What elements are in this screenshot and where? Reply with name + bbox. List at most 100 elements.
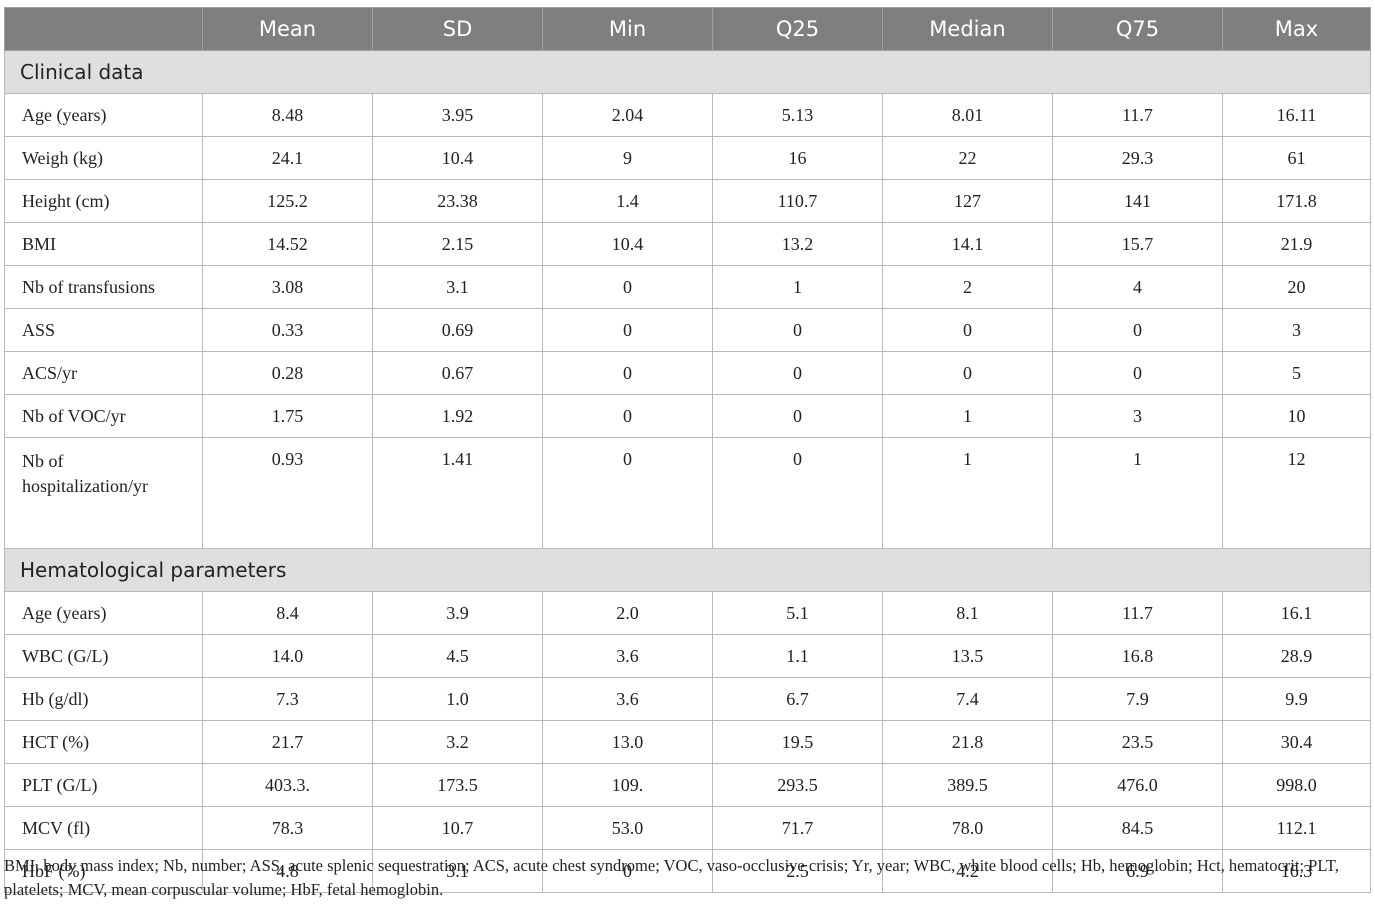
table-cell: 6.7 — [712, 677, 883, 721]
table-cell: 16.8 — [1052, 634, 1223, 678]
column-header-sd: SD — [372, 7, 543, 51]
column-header-max: Max — [1222, 7, 1371, 51]
table-cell: 0 — [712, 308, 883, 352]
table-cell: 11.7 — [1052, 591, 1223, 635]
table-cell: 0 — [712, 351, 883, 395]
row-label: Nb of VOC/yr — [4, 394, 203, 438]
row-label: Height (cm) — [4, 179, 203, 223]
table-cell: 3 — [1052, 394, 1223, 438]
table-cell: 6.9 — [1052, 849, 1223, 893]
row-label: WBC (G/L) — [4, 634, 203, 678]
table-cell: 0.67 — [372, 351, 543, 395]
table-cell: 2 — [882, 265, 1053, 309]
column-header-q75: Q75 — [1052, 7, 1223, 51]
header-row: Mean SD Min Q25 Median Q75 Max — [4, 7, 1371, 51]
table-cell: 0.93 — [202, 437, 373, 549]
table-cell: 2.04 — [542, 93, 713, 137]
section-row: Clinical data — [4, 50, 1371, 94]
table-cell: 0 — [1052, 308, 1223, 352]
table-cell: 14.1 — [882, 222, 1053, 266]
table-cell: 1 — [1052, 437, 1223, 549]
table-row: Age (years) 8.48 3.95 2.04 5.13 8.01 11.7 16.11 — [4, 93, 1371, 137]
row-label: ASS — [4, 308, 203, 352]
table-row: HCT (%) 21.7 3.2 13.0 19.5 21.8 23.5 30.4 — [4, 720, 1371, 764]
table-cell: 84.5 — [1052, 806, 1223, 850]
table-cell: 28.9 — [1222, 634, 1371, 678]
row-label: BMI — [4, 222, 203, 266]
column-header-min: Min — [542, 7, 713, 51]
table-row: Weigh (kg) 24.1 10.4 9 16 22 29.3 61 — [4, 136, 1371, 180]
table-cell: 110.7 — [712, 179, 883, 223]
table-cell: 8.01 — [882, 93, 1053, 137]
table-cell: 7.3 — [202, 677, 373, 721]
table-cell: 1 — [712, 265, 883, 309]
table-cell: 14.52 — [202, 222, 373, 266]
table-footnote: BMI, body mass index; Nb, number; ASS, a… — [4, 856, 1339, 899]
statistics-table: Mean SD Min Q25 Median Q75 Max Clinical … — [4, 7, 1371, 893]
table-cell: 1.4 — [542, 179, 713, 223]
table-cell: 10.7 — [372, 806, 543, 850]
table-cell: 21.8 — [882, 720, 1053, 764]
table-row: Height (cm) 125.2 23.38 1.4 110.7 127 141 171.8 — [4, 179, 1371, 223]
table-body: Clinical data Age (years) 8.48 3.95 2.04 5.13… — [4, 50, 1371, 893]
section-title: Clinical data — [4, 50, 1371, 94]
column-header-q25: Q25 — [712, 7, 883, 51]
column-header — [4, 7, 203, 51]
table-cell: 16.3 — [1222, 849, 1371, 893]
table-cell: 14.0 — [202, 634, 373, 678]
table-row: ACS/yr 0.28 0.67 0 0 0 0 5 — [4, 351, 1371, 395]
table-cell: 4.8 — [202, 849, 373, 893]
table-cell: 0 — [1052, 351, 1223, 395]
table-cell: 3 — [1222, 308, 1371, 352]
table-cell: 125.2 — [202, 179, 373, 223]
table-row: ASS 0.33 0.69 0 0 0 0 3 — [4, 308, 1371, 352]
table-cell: 0.28 — [202, 351, 373, 395]
table-cell: 0 — [882, 351, 1053, 395]
table-cell: 2.5 — [712, 849, 883, 893]
table-cell: 71.7 — [712, 806, 883, 850]
section-title: Hematological parameters — [4, 548, 1371, 592]
table-cell: 171.8 — [1222, 179, 1371, 223]
table-cell: 1.0 — [372, 677, 543, 721]
table-cell: 10 — [1222, 394, 1371, 438]
table-cell: 3.6 — [542, 677, 713, 721]
row-label: HbF (%) — [4, 849, 203, 893]
table-cell: 293.5 — [712, 763, 883, 807]
table-cell: 4 — [1052, 265, 1223, 309]
table-cell: 12 — [1222, 437, 1371, 549]
table-cell: 0 — [882, 308, 1053, 352]
table-cell: 1.75 — [202, 394, 373, 438]
table-cell: 998.0 — [1222, 763, 1371, 807]
row-label: Age (years) — [4, 93, 203, 137]
table-row: BMI 14.52 2.15 10.4 13.2 14.1 15.7 21.9 — [4, 222, 1371, 266]
table-cell: 1.41 — [372, 437, 543, 549]
table-cell: 61 — [1222, 136, 1371, 180]
table-cell: 53.0 — [542, 806, 713, 850]
table-row: HbF (%) 4.8 3.1 0 2.5 4.2 6.9 16.3 — [4, 849, 1371, 893]
row-label: Age (years) — [4, 591, 203, 635]
column-header-mean: Mean — [202, 7, 373, 51]
table-cell: 16 — [712, 136, 883, 180]
table-cell: 112.1 — [1222, 806, 1371, 850]
table-cell: 10.4 — [542, 222, 713, 266]
table-cell: 0 — [542, 265, 713, 309]
table-cell: 23.5 — [1052, 720, 1223, 764]
table-cell: 9.9 — [1222, 677, 1371, 721]
table-cell: 13.5 — [882, 634, 1053, 678]
table-cell: 23.38 — [372, 179, 543, 223]
table-cell: 4.5 — [372, 634, 543, 678]
table-cell: 0.33 — [202, 308, 373, 352]
table-cell: 3.2 — [372, 720, 543, 764]
table-cell: 4.2 — [882, 849, 1053, 893]
table-cell: 0 — [712, 394, 883, 438]
table-cell: 30.4 — [1222, 720, 1371, 764]
table-row: Nb of VOC/yr 1.75 1.92 0 0 1 3 10 — [4, 394, 1371, 438]
table-row: PLT (G/L) 403.3. 173.5 109. 293.5 389.5 476.0 9… — [4, 763, 1371, 807]
row-label: Nb of transfusions — [4, 265, 203, 309]
table-cell: 13.0 — [542, 720, 713, 764]
row-label: Nb of hospitalization/yr — [4, 437, 203, 549]
row-label: ACS/yr — [4, 351, 203, 395]
table-cell: 78.0 — [882, 806, 1053, 850]
table-row: Nb of transfusions 3.08 3.1 0 1 2 4 20 — [4, 265, 1371, 309]
table-cell: 16.1 — [1222, 591, 1371, 635]
